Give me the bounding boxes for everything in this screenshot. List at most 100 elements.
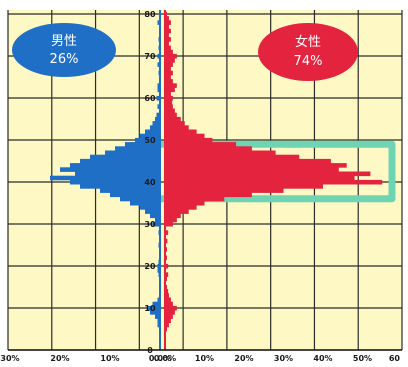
y-tick-label: 70 (144, 52, 156, 61)
male-percent-label: 26% (50, 52, 79, 67)
male-bar (120, 196, 160, 202)
female-bar (165, 53, 177, 59)
female-bar (165, 129, 197, 135)
x-tick-label-right: 0.0% (154, 354, 176, 363)
female-bar (165, 95, 173, 101)
male-bar (157, 318, 160, 324)
male-bar (156, 95, 160, 101)
female-bar (165, 310, 175, 315)
female-badge-ellipse (258, 23, 358, 81)
male-bar (110, 192, 160, 198)
female-bar (165, 70, 173, 76)
male-bar (147, 305, 160, 311)
male-bar (157, 268, 160, 273)
female-bar (165, 37, 171, 42)
female-bar (165, 318, 171, 324)
male-bar (150, 310, 160, 315)
female-bar (165, 146, 252, 151)
x-tick-label-right: 20% (234, 354, 253, 363)
female-bar (165, 192, 252, 198)
female-bar (165, 49, 173, 55)
female-bar (165, 293, 169, 298)
female-bar (165, 272, 169, 277)
male-series-name: 男性 (51, 34, 77, 49)
female-bar (165, 154, 300, 160)
male-bar (157, 322, 160, 328)
female-bar (165, 158, 331, 164)
male-bar (157, 104, 160, 109)
x-tick-label-right: 60 (389, 354, 401, 363)
female-bar (165, 79, 173, 84)
male-bar (80, 184, 160, 189)
female-bar (165, 83, 177, 88)
x-tick-label-right: 30% (274, 354, 293, 363)
y-tick-label: 20 (144, 262, 156, 271)
female-bar (165, 125, 189, 130)
female-bar (165, 28, 171, 34)
male-bar (156, 112, 160, 118)
female-bar (165, 74, 171, 80)
female-bar (165, 133, 205, 139)
female-bar (165, 104, 173, 109)
female-bar (165, 196, 225, 202)
male-bar (155, 116, 160, 122)
female-bar (165, 137, 213, 143)
male-series (50, 20, 160, 328)
y-tick-label: 60 (144, 94, 156, 103)
female-bar (165, 32, 169, 38)
male-bar (105, 150, 160, 156)
female-bar (165, 221, 173, 227)
female-bar (165, 58, 175, 63)
female-bar (165, 163, 347, 168)
female-bar (165, 112, 177, 118)
y-tick-label: 40 (144, 178, 156, 187)
female-bar (165, 184, 323, 189)
y-tick-label: 50 (144, 136, 156, 145)
male-bar (125, 142, 160, 147)
male-bar (150, 213, 160, 219)
male-badge: 男性 26% (12, 23, 116, 77)
female-bar (165, 24, 169, 30)
male-bar (130, 200, 160, 206)
female-series (165, 11, 383, 332)
male-bar (75, 171, 160, 177)
female-bar (165, 100, 173, 105)
male-bar (140, 133, 160, 139)
female-bar (165, 91, 171, 97)
male-bar (50, 175, 160, 181)
male-bar (70, 179, 160, 185)
x-tick-label-right: 10% (195, 354, 214, 363)
female-bar (165, 297, 171, 303)
male-bar (157, 87, 160, 93)
x-tick-label-right: 40% (313, 354, 332, 363)
female-bar (165, 171, 371, 177)
female-bar (165, 289, 169, 294)
female-bar (165, 230, 169, 235)
female-bar (165, 142, 237, 147)
male-bar (60, 167, 160, 172)
female-bar (165, 263, 169, 269)
male-bar (145, 209, 160, 214)
female-bar (165, 217, 177, 223)
male-bar (157, 297, 160, 303)
female-bar (165, 41, 169, 46)
male-bar (157, 263, 160, 269)
y-tick-label: 0 (147, 346, 153, 355)
female-series-name: 女性 (295, 34, 321, 50)
male-bar (152, 221, 160, 227)
female-bar (165, 314, 173, 319)
female-bar (165, 116, 181, 122)
male-bar (152, 301, 160, 307)
y-tick-label: 80 (144, 10, 156, 19)
female-bar (165, 301, 173, 307)
y-axis-tick-labels: 0 10 20 30 40 50 60 70 80 (144, 10, 156, 355)
female-bar (165, 175, 355, 181)
female-bar (165, 87, 175, 93)
axes (8, 10, 402, 351)
female-bar (165, 238, 168, 244)
male-bar (157, 53, 160, 59)
male-bar (157, 20, 160, 25)
male-bar (80, 158, 160, 164)
male-bar (155, 314, 160, 319)
